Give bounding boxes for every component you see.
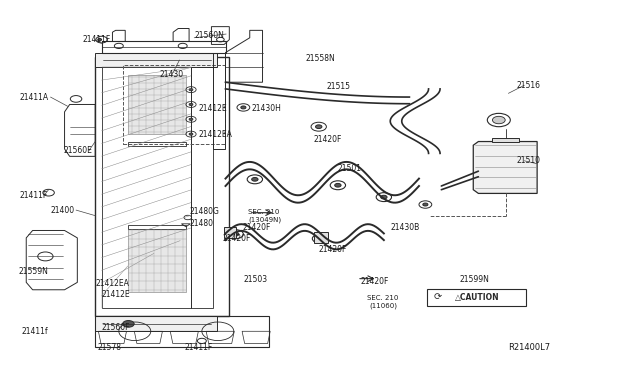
- Text: △CAUTION: △CAUTION: [455, 293, 499, 302]
- Text: 21515: 21515: [326, 82, 350, 91]
- Circle shape: [381, 195, 387, 199]
- Text: 21412EA: 21412EA: [198, 129, 232, 139]
- Circle shape: [335, 183, 341, 187]
- Text: 21420F: 21420F: [319, 244, 347, 253]
- Text: R21400L7: R21400L7: [508, 343, 550, 352]
- Bar: [124, 65, 225, 144]
- Text: 21420F: 21420F: [242, 223, 271, 232]
- Bar: [102, 67, 191, 308]
- Text: 21501: 21501: [338, 164, 362, 173]
- Text: (11060): (11060): [370, 302, 398, 309]
- Text: 21516: 21516: [516, 81, 541, 90]
- Circle shape: [189, 89, 193, 91]
- Text: 21578: 21578: [98, 343, 122, 352]
- Circle shape: [189, 103, 193, 106]
- Circle shape: [232, 232, 239, 236]
- Polygon shape: [473, 141, 537, 193]
- Text: 21503: 21503: [243, 275, 268, 284]
- Text: 21400: 21400: [51, 206, 75, 215]
- Text: ⟳: ⟳: [433, 292, 442, 302]
- Text: 21411f: 21411f: [21, 327, 48, 336]
- Polygon shape: [129, 229, 186, 292]
- Text: 21412EA: 21412EA: [95, 279, 129, 288]
- Text: 21412E: 21412E: [102, 290, 130, 299]
- Circle shape: [189, 133, 193, 135]
- Text: 21558N: 21558N: [306, 54, 336, 62]
- Text: (13049N): (13049N): [248, 217, 282, 223]
- Circle shape: [423, 203, 428, 206]
- Text: 21559N: 21559N: [19, 267, 49, 276]
- Text: 21480G: 21480G: [189, 208, 219, 217]
- Text: 21599N: 21599N: [460, 275, 489, 284]
- Circle shape: [316, 125, 322, 129]
- Text: 21420F: 21420F: [314, 135, 342, 144]
- Text: 21411F: 21411F: [184, 343, 213, 352]
- Polygon shape: [224, 227, 236, 238]
- Polygon shape: [129, 75, 186, 134]
- Circle shape: [317, 237, 323, 240]
- Text: 21560N: 21560N: [194, 31, 224, 40]
- Bar: [191, 67, 213, 308]
- Text: 21430B: 21430B: [390, 223, 419, 232]
- Bar: [102, 41, 226, 52]
- Circle shape: [492, 116, 505, 124]
- Polygon shape: [314, 232, 328, 243]
- Text: 21420F: 21420F: [360, 277, 388, 286]
- Text: 21430: 21430: [159, 70, 183, 79]
- Text: 21480: 21480: [189, 219, 213, 228]
- Circle shape: [98, 38, 102, 41]
- Bar: [492, 138, 519, 142]
- Text: SEC. 210: SEC. 210: [248, 209, 280, 215]
- Circle shape: [241, 106, 246, 109]
- Text: 21510: 21510: [516, 156, 541, 165]
- Circle shape: [189, 118, 193, 121]
- Bar: [95, 52, 216, 67]
- Bar: [213, 52, 225, 149]
- Text: 21420F: 21420F: [222, 234, 251, 243]
- Text: 21411F: 21411F: [20, 191, 48, 200]
- Bar: [129, 142, 186, 146]
- Text: 21430H: 21430H: [252, 104, 282, 113]
- Bar: [129, 225, 186, 229]
- Bar: [428, 289, 526, 307]
- Text: 21411A: 21411A: [20, 93, 49, 102]
- Text: 21411F: 21411F: [83, 35, 111, 44]
- Bar: [95, 317, 216, 331]
- Bar: [95, 57, 229, 317]
- Text: 21560E: 21560E: [63, 146, 92, 155]
- Text: 21412E: 21412E: [198, 104, 227, 113]
- Text: SEC. 210: SEC. 210: [367, 295, 398, 301]
- Circle shape: [252, 177, 258, 181]
- Text: 21560F: 21560F: [102, 323, 130, 332]
- Circle shape: [123, 321, 134, 327]
